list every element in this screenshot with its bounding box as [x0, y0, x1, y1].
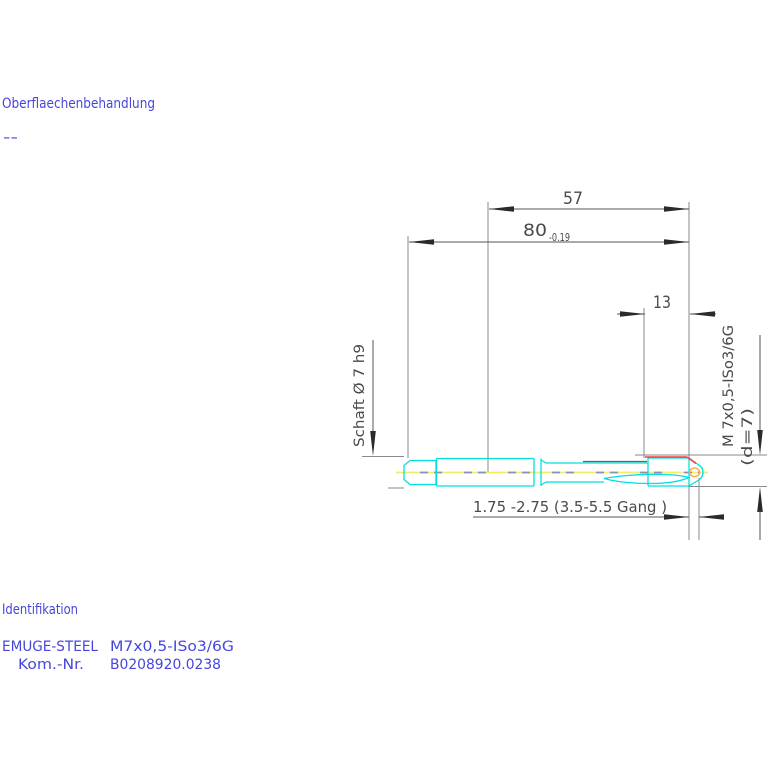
shank-label-group: Schaft Ø 7 h9	[352, 340, 376, 456]
thread-spec-label: M 7x0,5-ISo3/6G	[721, 325, 737, 447]
tap-drawing	[396, 456, 708, 487]
dimension-13: 13	[617, 293, 716, 317]
dimension-80-tolerance: -0.19	[549, 232, 570, 244]
surface-treatment-value: --	[3, 130, 18, 146]
identification-section: Identifikation EMUGE-STEEL M7x0,5-ISo3/6…	[2, 602, 234, 673]
arrowhead-down	[757, 430, 763, 455]
arrowhead-right	[664, 239, 689, 245]
identification-heading: Identifikation	[2, 602, 78, 618]
arrowhead-right	[699, 514, 724, 520]
identification-brand: EMUGE-STEEL	[2, 639, 98, 655]
arrowhead-left	[409, 239, 434, 245]
dimension-13-value: 13	[653, 293, 671, 313]
dimension-chamfer-value: 1.75 -2.75 (3.5-5.5 Gang )	[473, 498, 667, 516]
neck-bottom-edge	[540, 481, 604, 486]
arrowhead-left	[620, 311, 645, 317]
dimension-57-value: 57	[563, 189, 583, 209]
kom-nr-label: Kom.-Nr.	[18, 657, 84, 673]
arrowhead-right	[690, 311, 715, 317]
dimension-80: 80 -0.19	[409, 221, 689, 245]
kom-nr-value: B0208920.0238	[110, 657, 221, 673]
neck-top-edge	[540, 459, 648, 464]
arrowhead-right	[664, 206, 689, 212]
arrowhead-left	[489, 206, 514, 212]
flute-outline	[603, 473, 691, 485]
arrowhead-up	[757, 487, 763, 512]
dimension-57: 57	[489, 189, 689, 212]
identification-spec: M7x0,5-ISo3/6G	[110, 639, 234, 655]
arrowhead-down	[370, 431, 376, 456]
surface-treatment-section: Oberflaechenbehandlung --	[2, 96, 155, 146]
surface-treatment-heading: Oberflaechenbehandlung	[2, 96, 155, 112]
tip-chamfer-outline	[688, 457, 704, 487]
tip-center-hole	[688, 467, 701, 478]
arrowhead-left	[664, 514, 689, 520]
thread-label-group: M 7x0,5-ISo3/6G (d=7)	[721, 325, 763, 540]
extension-lines	[362, 202, 767, 540]
thread-crest-chamfer	[686, 456, 697, 465]
dimension-chamfer: 1.75 -2.75 (3.5-5.5 Gang )	[473, 498, 724, 520]
dimension-80-value: 80	[523, 221, 547, 241]
thread-diameter-label: (d=7)	[740, 408, 756, 466]
shank-diameter-label: Schaft Ø 7 h9	[352, 344, 368, 447]
